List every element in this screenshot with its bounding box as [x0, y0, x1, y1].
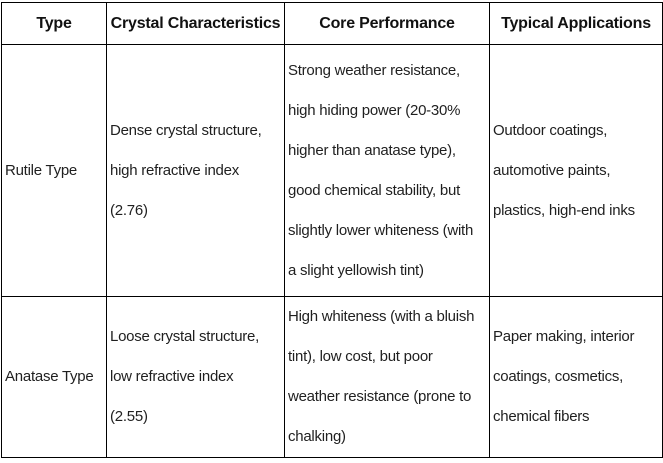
table-row-rutile: Rutile Type Dense crystal structure, hig…: [1, 44, 663, 297]
header-crystal-characteristics: Crystal Characteristics: [106, 2, 285, 45]
cell-rutile-applications: Outdoor coatings, automotive paints, pla…: [489, 44, 663, 297]
header-core-performance: Core Performance: [284, 2, 490, 45]
cell-rutile-crystal: Dense crystal structure, high refractive…: [106, 44, 285, 297]
cell-anatase-crystal: Loose crystal structure, low refractive …: [106, 296, 285, 458]
header-typical-applications: Typical Applications: [489, 2, 663, 45]
header-type: Type: [1, 2, 107, 45]
cell-rutile-performance: Strong weather resistance, high hiding p…: [284, 44, 490, 297]
cell-anatase-type: Anatase Type: [1, 296, 107, 458]
cell-anatase-applications: Paper making, interior coatings, cosmeti…: [489, 296, 663, 458]
header-row: Type Crystal Characteristics Core Perfor…: [1, 2, 663, 45]
cell-anatase-performance: High whiteness (with a bluish tint), low…: [284, 296, 490, 458]
cell-rutile-type: Rutile Type: [1, 44, 107, 297]
table-row-anatase: Anatase Type Loose crystal structure, lo…: [1, 296, 663, 458]
